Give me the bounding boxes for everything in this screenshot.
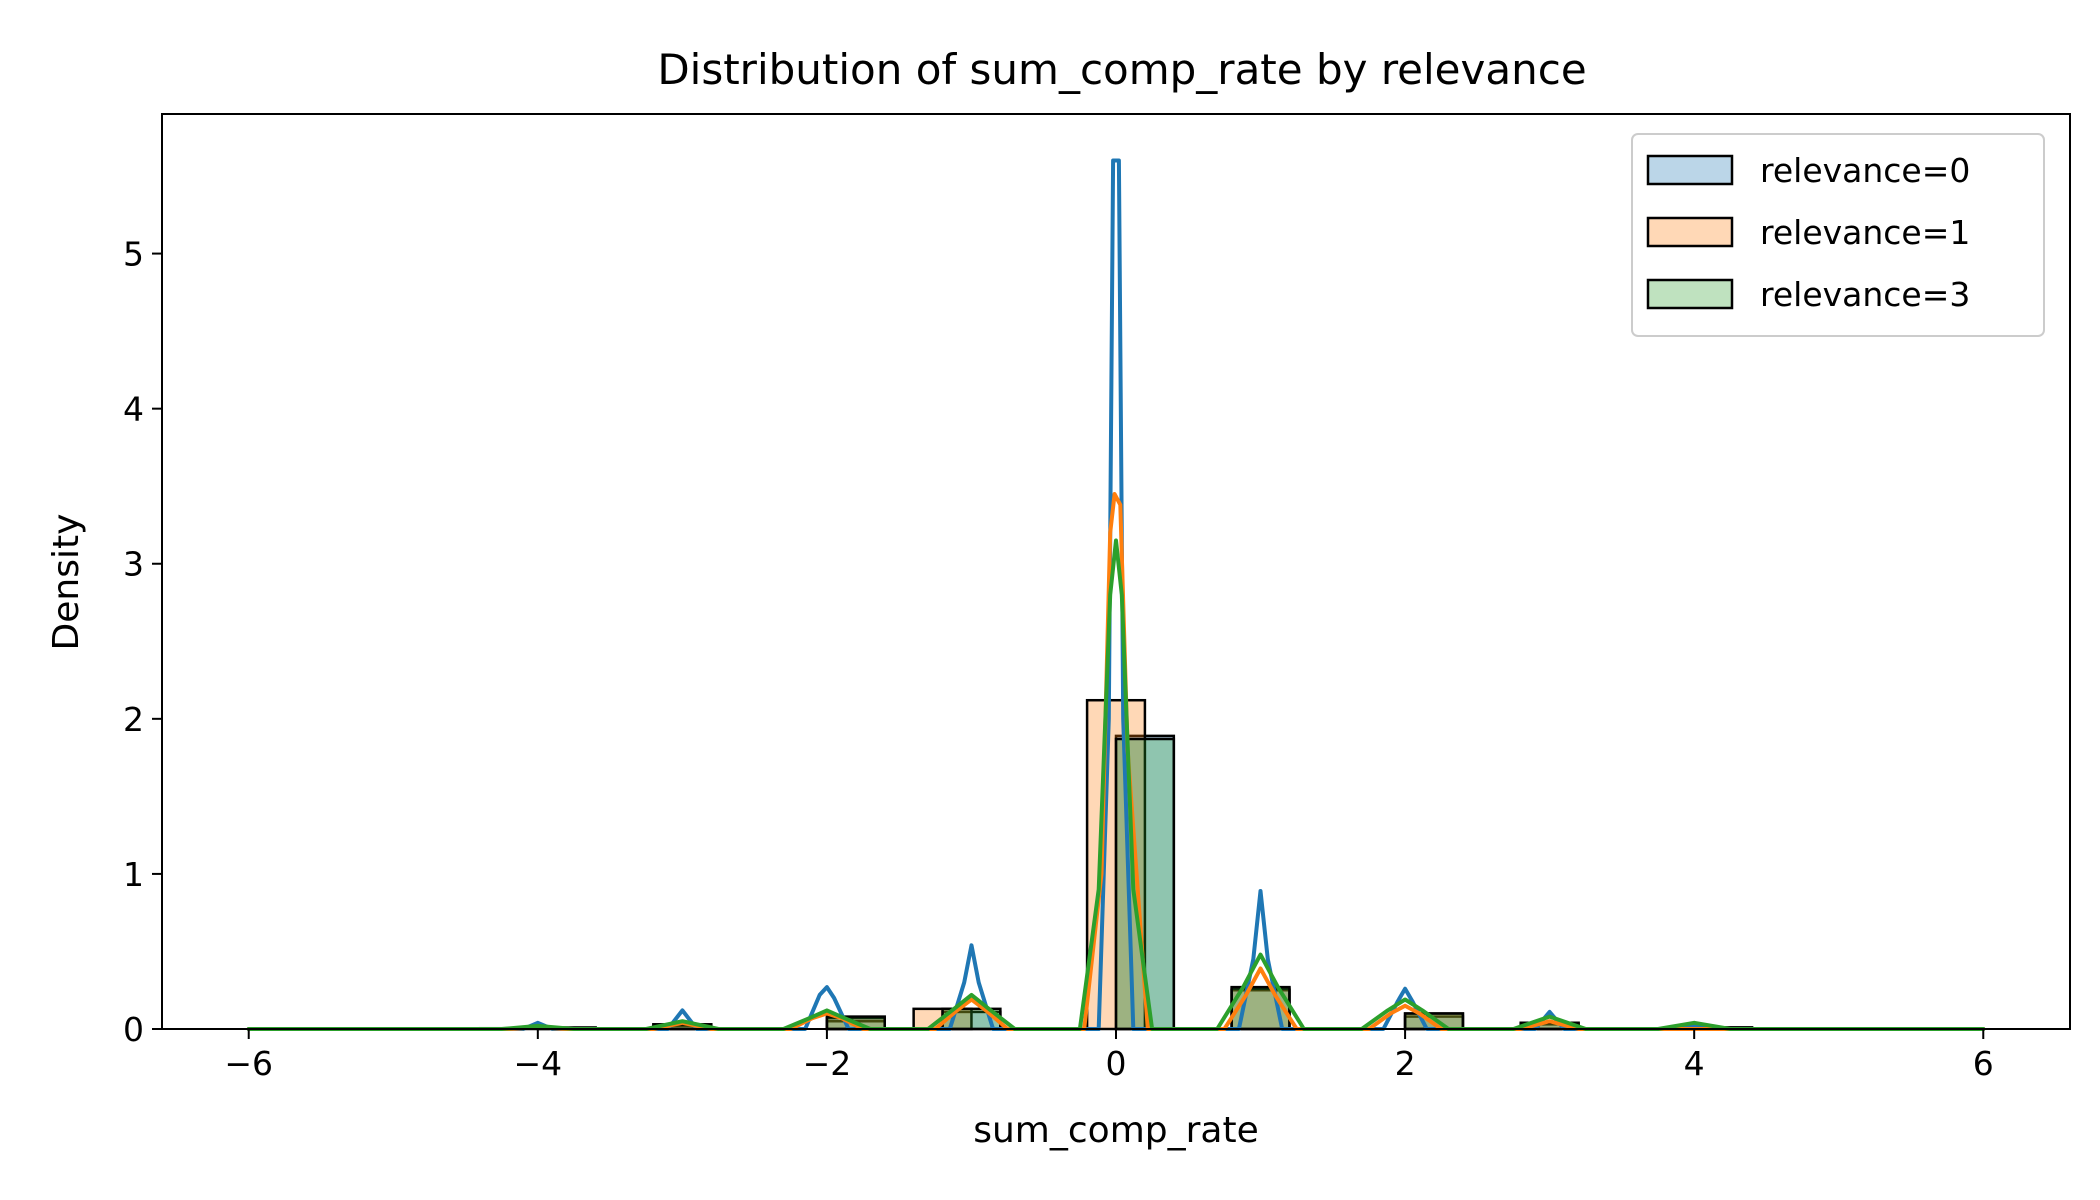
- y-tick-label: 5: [123, 235, 144, 274]
- x-tick-label: 4: [1684, 1044, 1705, 1083]
- x-tick-label: −2: [803, 1044, 852, 1083]
- y-tick-label: 2: [123, 700, 144, 739]
- x-axis: −6 −4 −2 0 2 4 6: [224, 1029, 1994, 1083]
- legend-swatch: [1646, 154, 1734, 186]
- legend-label: relevance=1: [1760, 213, 1970, 252]
- y-axis-label: Density: [46, 514, 87, 651]
- legend-frame: [1631, 133, 2045, 337]
- chart-title: Distribution of sum_comp_rate by relevan…: [657, 45, 1586, 94]
- histogram-bars: [478, 698, 1754, 1031]
- legend-label: relevance=3: [1760, 275, 1970, 314]
- y-axis: 0 1 2 3 4 5: [123, 235, 162, 1049]
- x-tick-label: 0: [1106, 1044, 1127, 1083]
- x-tick-label: −6: [224, 1044, 273, 1083]
- y-tick-label: 1: [123, 855, 144, 894]
- legend: relevance=0 relevance=1 relevance=3: [1631, 133, 2045, 337]
- x-tick-label: −4: [513, 1044, 562, 1083]
- legend-swatch: [1646, 278, 1734, 310]
- y-tick-label: 0: [123, 1010, 144, 1049]
- x-tick-label: 2: [1395, 1044, 1416, 1083]
- x-tick-label: 6: [1973, 1044, 1994, 1083]
- y-tick-label: 4: [123, 390, 144, 429]
- y-tick-label: 3: [123, 545, 144, 584]
- histogram-bar: [1403, 1012, 1465, 1031]
- legend-label: relevance=0: [1760, 151, 1970, 190]
- legend-swatch: [1646, 216, 1734, 248]
- x-axis-label: sum_comp_rate: [973, 1110, 1259, 1151]
